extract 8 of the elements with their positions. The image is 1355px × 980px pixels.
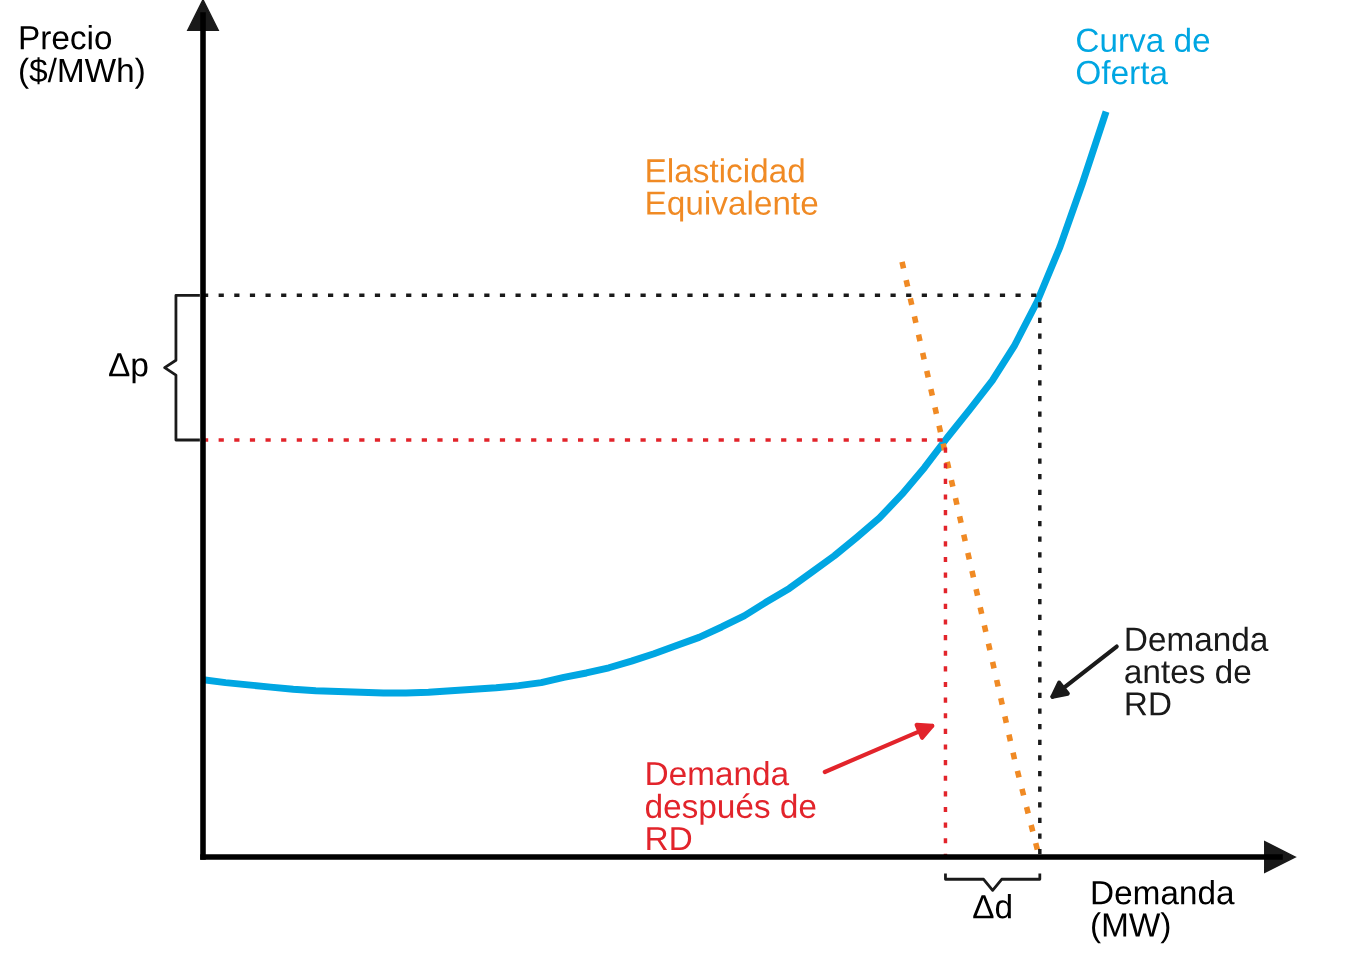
text: Elasticidad Equivalente xyxy=(647,158,818,222)
ref-line-label: Demanda después de RD xyxy=(645,760,816,851)
x-axis-title: Demanda (MW) xyxy=(1092,880,1235,944)
series-label: Curva de Oferta xyxy=(1076,27,1210,85)
text: Δp xyxy=(109,353,148,384)
text: Δd xyxy=(973,894,1011,919)
y-axis-title: Precio ($/MWh) xyxy=(20,25,144,89)
legend-label: Demanda antes de RD xyxy=(1125,626,1269,716)
